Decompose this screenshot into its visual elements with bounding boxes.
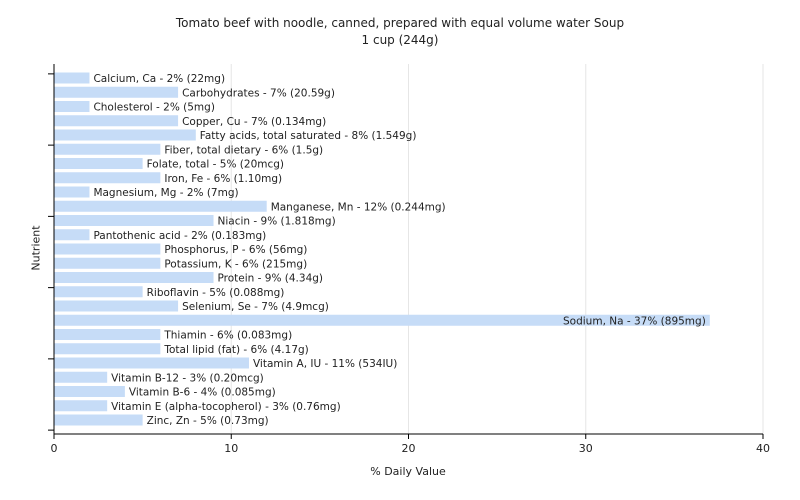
bar-label-20: Vitamin A, IU - 11% (534IU) — [253, 358, 397, 370]
bar-7 — [54, 172, 161, 184]
bar-label-24: Zinc, Zn - 5% (0.73mg) — [147, 415, 269, 427]
bar-3 — [54, 115, 179, 127]
bar-label-21: Vitamin B-12 - 3% (0.20mcg) — [111, 372, 264, 384]
bar-label-3: Copper, Cu - 7% (0.134mg) — [182, 116, 326, 128]
bar-label-11: Pantothenic acid - 2% (0.183mg) — [93, 230, 266, 242]
x-tick-label-3: 30 — [579, 442, 593, 455]
bar-4 — [54, 129, 196, 141]
bar-14 — [54, 272, 214, 283]
bar-label-15: Riboflavin - 5% (0.088mg) — [147, 287, 285, 299]
bar-label-10: Niacin - 9% (1.818mg) — [218, 216, 336, 228]
bar-0 — [54, 72, 90, 84]
chart-subtitle: 1 cup (244g) — [361, 33, 439, 47]
bar-1 — [54, 86, 179, 98]
bar-label-12: Phosphorus, P - 6% (56mg) — [164, 244, 307, 256]
bar-label-5: Fiber, total dietary - 6% (1.5g) — [164, 144, 323, 156]
x-axis-label: % Daily Value — [370, 465, 446, 478]
bar-label-9: Manganese, Mn - 12% (0.244mg) — [271, 201, 446, 213]
bar-6 — [54, 158, 143, 169]
bar-label-22: Vitamin B-6 - 4% (0.085mg) — [129, 387, 276, 399]
bar-23 — [54, 400, 108, 412]
bar-2 — [54, 101, 90, 112]
bar-17 — [54, 314, 710, 326]
bar-label-7: Iron, Fe - 6% (1.10mg) — [164, 173, 282, 185]
bar-label-6: Folate, total - 5% (20mcg) — [147, 159, 284, 171]
bar-20 — [54, 357, 249, 369]
bar-label-17: Sodium, Na - 37% (895mg) — [563, 315, 706, 327]
bar-label-16: Selenium, Se - 7% (4.9mcg) — [182, 301, 329, 313]
bar-label-19: Total lipid (fat) - 6% (4.17g) — [163, 344, 308, 356]
bar-label-2: Cholesterol - 2% (5mg) — [93, 102, 215, 114]
x-tick-label-4: 40 — [756, 442, 770, 455]
chart-title: Tomato beef with noodle, canned, prepare… — [175, 16, 625, 30]
bar-24 — [54, 414, 143, 426]
x-tick-label-1: 10 — [224, 442, 238, 455]
bar-5 — [54, 143, 161, 155]
x-tick-label-0: 0 — [51, 442, 58, 455]
bar-22 — [54, 386, 125, 397]
bar-label-18: Thiamin - 6% (0.083mg) — [163, 330, 292, 342]
bar-label-1: Carbohydrates - 7% (20.59g) — [182, 87, 335, 99]
bar-11 — [54, 229, 90, 241]
bar-16 — [54, 300, 179, 312]
bar-19 — [54, 343, 161, 355]
bar-8 — [54, 186, 90, 198]
bar-18 — [54, 329, 161, 340]
bar-10 — [54, 215, 214, 226]
bar-13 — [54, 257, 161, 269]
bar-9 — [54, 200, 267, 212]
bar-12 — [54, 243, 161, 255]
bar-21 — [54, 371, 108, 383]
bar-label-4: Fatty acids, total saturated - 8% (1.549… — [200, 130, 417, 142]
bar-label-14: Protein - 9% (4.34g) — [218, 273, 324, 285]
bar-label-8: Magnesium, Mg - 2% (7mg) — [93, 187, 238, 199]
bar-label-13: Potassium, K - 6% (215mg) — [164, 258, 307, 270]
x-tick-label-2: 20 — [402, 442, 416, 455]
bar-15 — [54, 286, 143, 298]
bar-label-0: Calcium, Ca - 2% (22mg) — [93, 73, 225, 85]
bar-label-23: Vitamin E (alpha-tocopherol) - 3% (0.76m… — [111, 401, 340, 413]
